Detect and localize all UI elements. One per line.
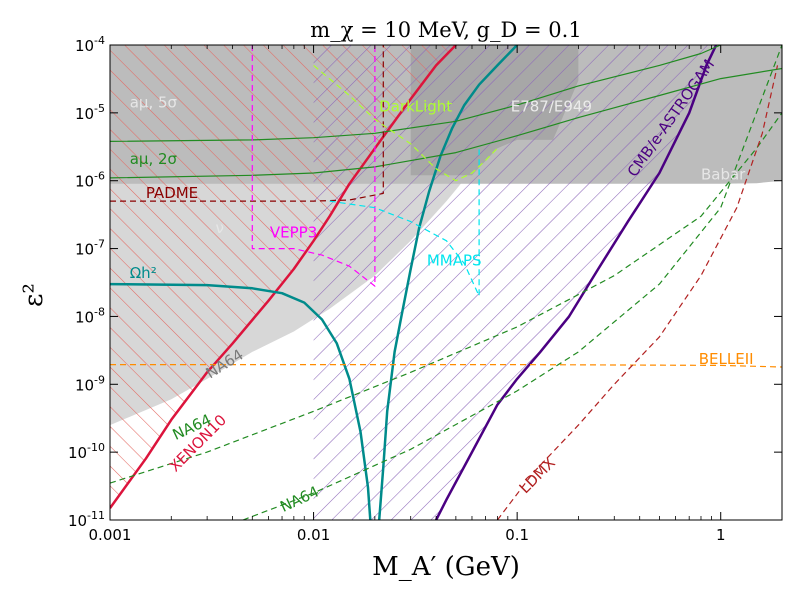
exclusion-regions	[110, 45, 782, 520]
y-tick-label: 10-7	[75, 238, 105, 259]
annotation-belleii: BELLEII	[699, 350, 754, 368]
annotation-mmaps: MMAPS	[427, 252, 482, 270]
annotation-a-2: aμ, 2σ	[130, 150, 178, 168]
series-mmaps	[329, 148, 480, 297]
annotation-darklight: DarkLight	[379, 97, 452, 115]
x-axis-label: M_A′ (GeV)	[372, 552, 520, 582]
y-tick-label: 10-11	[68, 509, 105, 530]
annotation-h: Ωh²	[130, 264, 157, 282]
series-a-5	[110, 45, 721, 142]
plot-frame	[109, 44, 783, 521]
x-tick-label: 1	[716, 526, 726, 544]
x-tick-label: 0.01	[297, 526, 330, 544]
series-darklight	[313, 64, 498, 182]
series-belleii	[110, 364, 782, 368]
series-padme	[110, 45, 384, 202]
region-cmb-e-astrogam	[313, 45, 717, 520]
series-h-upper	[377, 45, 518, 520]
annotation-babar: Babar	[701, 165, 746, 183]
annotation-: ν	[216, 219, 224, 237]
annotation-padme: PADME	[146, 184, 198, 202]
y-tick-label: 10-9	[75, 373, 105, 394]
series-lines	[110, 45, 782, 520]
y-tick-label: 10-10	[68, 441, 105, 462]
region-xenon10	[110, 45, 456, 509]
series-vepp3	[251, 45, 376, 287]
annotation-vepp3: VEPP3	[270, 224, 317, 242]
series-ldmx	[496, 65, 779, 520]
series-xenon10	[110, 45, 457, 509]
x-tick-label: 0.001	[89, 526, 132, 544]
annotation-a-5: aμ, 5σ	[130, 93, 178, 111]
series-cmb-e-astrogam	[434, 45, 718, 520]
y-tick-label: 10-5	[75, 102, 105, 123]
series-a-2	[110, 67, 782, 179]
chart-title: m_χ = 10 MeV, g_D = 0.1	[310, 18, 581, 42]
series-h	[110, 282, 372, 520]
annotation-e787-e949: E787/E949	[511, 97, 592, 115]
axis-ticks: 0.001 0.01 0.1 1 10-11 10-10 10-9 10-8 10-7 10-6 1…	[68, 34, 783, 544]
series-na64-2	[242, 45, 782, 520]
y-tick-label: 10-6	[75, 170, 105, 191]
x-tick-label: 0.1	[505, 526, 529, 544]
y-axis-label: ε²	[19, 283, 49, 307]
y-tick-label: 10-4	[75, 34, 105, 55]
y-tick-label: 10-8	[75, 305, 105, 326]
